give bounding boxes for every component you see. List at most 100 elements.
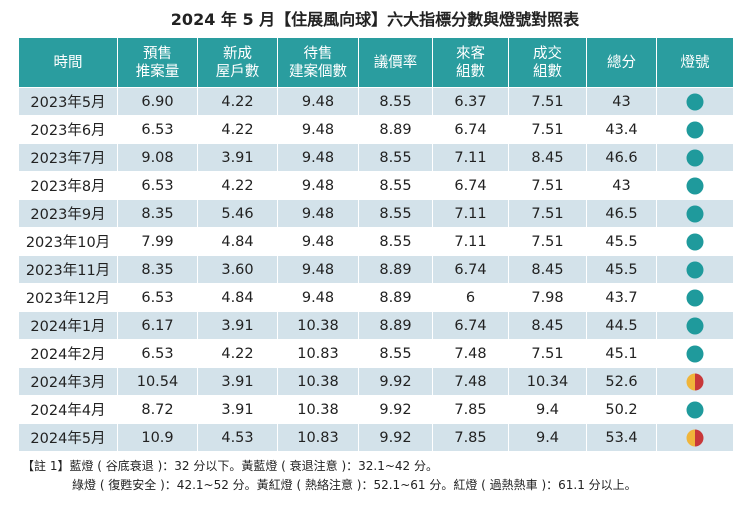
score-cell: 45.5 bbox=[586, 255, 657, 284]
score-cell: 7.48 bbox=[432, 367, 509, 396]
light-cell bbox=[656, 311, 734, 340]
score-cell: 45.1 bbox=[586, 339, 657, 368]
score-cell: 9.48 bbox=[277, 283, 359, 312]
score-cell: 9.4 bbox=[508, 395, 587, 424]
light-cell bbox=[656, 199, 734, 228]
score-cell: 8.45 bbox=[508, 311, 587, 340]
header-text: 議價率 bbox=[373, 54, 418, 71]
light-icon bbox=[686, 149, 704, 166]
score-cell: 8.89 bbox=[358, 283, 433, 312]
score-cell: 6.53 bbox=[117, 339, 198, 368]
light-icon bbox=[686, 205, 704, 222]
light bbox=[686, 149, 704, 166]
score-cell: 6.37 bbox=[432, 87, 509, 116]
score-cell: 7.51 bbox=[508, 227, 587, 256]
header-cell: 議價率 bbox=[358, 37, 433, 88]
score-cell: 6 bbox=[432, 283, 509, 312]
period-cell: 2023年10月 bbox=[18, 227, 118, 256]
score-cell: 3.91 bbox=[197, 311, 278, 340]
period-cell: 2023年9月 bbox=[18, 199, 118, 228]
score-cell: 6.74 bbox=[432, 115, 509, 144]
score-cell: 9.4 bbox=[508, 423, 587, 452]
table-row: 2023年9月 8.35 5.46 9.48 8.55 7.11 7.51 46.5 bbox=[18, 199, 734, 228]
light-half bbox=[695, 429, 704, 446]
light bbox=[686, 401, 704, 418]
score-cell: 9.92 bbox=[358, 367, 433, 396]
score-cell: 9.48 bbox=[277, 143, 359, 172]
light bbox=[686, 93, 704, 110]
light-cell bbox=[656, 143, 734, 172]
score-cell: 8.72 bbox=[117, 395, 198, 424]
score-cell: 9.48 bbox=[277, 87, 359, 116]
header-text: 組數 bbox=[456, 63, 485, 80]
period-cell: 2023年7月 bbox=[18, 143, 118, 172]
table-row: 2023年8月 6.53 4.22 9.48 8.55 6.74 7.51 43 bbox=[18, 171, 734, 200]
header-text: 待售 bbox=[303, 45, 333, 62]
score-cell: 8.45 bbox=[508, 255, 587, 284]
score-cell: 3.91 bbox=[197, 395, 278, 424]
table-body: 2023年5月 6.90 4.22 9.48 8.55 6.37 7.51 43 2023年6月… bbox=[18, 87, 734, 452]
light-icon bbox=[686, 93, 704, 110]
light-icon bbox=[686, 289, 704, 306]
score-cell: 4.53 bbox=[197, 423, 278, 452]
score-cell: 6.53 bbox=[117, 171, 198, 200]
score-cell: 8.35 bbox=[117, 199, 198, 228]
light-half bbox=[686, 373, 695, 390]
light-icon bbox=[686, 401, 704, 418]
header-cell: 時間 bbox=[18, 37, 118, 88]
score-cell: 4.84 bbox=[197, 227, 278, 256]
score-cell: 7.51 bbox=[508, 339, 587, 368]
header-cell: 總分 bbox=[586, 37, 657, 88]
light-cell bbox=[656, 395, 734, 424]
light bbox=[686, 177, 704, 194]
score-cell: 10.83 bbox=[277, 423, 359, 452]
header-cell: 成交 組數 bbox=[508, 37, 587, 88]
header-text: 燈號 bbox=[680, 54, 710, 71]
light-cell bbox=[656, 255, 734, 284]
light-half bbox=[686, 429, 695, 446]
light bbox=[686, 289, 704, 306]
table-row: 2023年11月 8.35 3.60 9.48 8.89 6.74 8.45 45.5 bbox=[18, 255, 734, 284]
score-cell: 6.74 bbox=[432, 311, 509, 340]
score-cell: 3.91 bbox=[197, 367, 278, 396]
note-line: 【註 1】藍燈 ( 谷底衰退 )：32 分以下。黃藍燈 ( 衰退注意 )：32.… bbox=[22, 459, 439, 473]
score-cell: 43.7 bbox=[586, 283, 657, 312]
table-row: 2024年3月 10.54 3.91 10.38 9.92 7.48 10.34 52.6 bbox=[18, 367, 734, 396]
light-cell bbox=[656, 367, 734, 396]
score-cell: 7.11 bbox=[432, 143, 509, 172]
header-row: 時間 預售 推案量 新成 屋戶數 待售 建案個數 議價率 來客 組數 成交 組數 總分 燈號 bbox=[18, 37, 734, 88]
light-icon bbox=[686, 261, 704, 278]
table-row: 2023年5月 6.90 4.22 9.48 8.55 6.37 7.51 43 bbox=[18, 87, 734, 116]
header-text: 總分 bbox=[607, 54, 636, 71]
score-cell: 46.5 bbox=[586, 199, 657, 228]
score-cell: 3.60 bbox=[197, 255, 278, 284]
score-cell: 6.90 bbox=[117, 87, 198, 116]
score-cell: 43 bbox=[586, 87, 657, 116]
score-cell: 5.46 bbox=[197, 199, 278, 228]
table-row: 2023年6月 6.53 4.22 9.48 8.89 6.74 7.51 43.4 bbox=[18, 115, 734, 144]
score-cell: 8.55 bbox=[358, 339, 433, 368]
score-cell: 6.74 bbox=[432, 255, 509, 284]
score-cell: 46.6 bbox=[586, 143, 657, 172]
table-row: 2024年1月 6.17 3.91 10.38 8.89 6.74 8.45 44.5 bbox=[18, 311, 734, 340]
light-icon bbox=[686, 177, 704, 194]
light-icon bbox=[686, 373, 704, 390]
light-cell bbox=[656, 227, 734, 256]
light bbox=[686, 317, 704, 334]
score-cell: 7.11 bbox=[432, 227, 509, 256]
light-cell bbox=[656, 115, 734, 144]
score-cell: 9.48 bbox=[277, 199, 359, 228]
score-cell: 9.48 bbox=[277, 255, 359, 284]
score-cell: 8.89 bbox=[358, 311, 433, 340]
score-cell: 6.53 bbox=[117, 115, 198, 144]
period-cell: 2024年3月 bbox=[18, 367, 118, 396]
notes: 【註 1】藍燈 ( 谷底衰退 )：32 分以下。黃藍燈 ( 衰退注意 )：32.… bbox=[22, 457, 637, 495]
light-icon bbox=[686, 345, 704, 362]
score-cell: 6.53 bbox=[117, 283, 198, 312]
score-cell: 8.35 bbox=[117, 255, 198, 284]
score-cell: 7.51 bbox=[508, 171, 587, 200]
score-cell: 8.55 bbox=[358, 87, 433, 116]
light-icon bbox=[686, 121, 704, 138]
table-row: 2023年7月 9.08 3.91 9.48 8.55 7.11 8.45 46.6 bbox=[18, 143, 734, 172]
light-icon bbox=[686, 317, 704, 334]
